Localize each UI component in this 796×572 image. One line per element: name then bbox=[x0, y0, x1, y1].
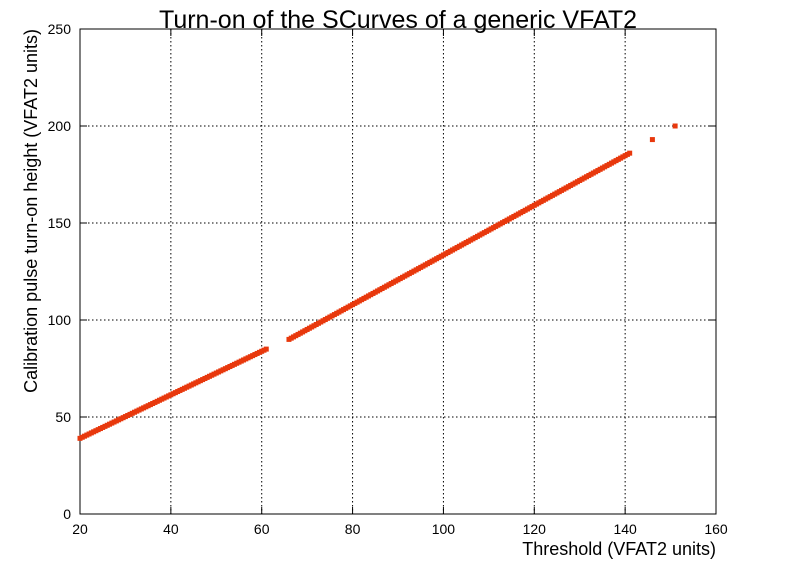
x-tick-label: 140 bbox=[613, 521, 637, 537]
x-tick-label: 60 bbox=[254, 521, 270, 537]
data-point bbox=[263, 346, 269, 352]
plot-frame bbox=[79, 28, 717, 515]
x-tick-label: 80 bbox=[345, 521, 361, 537]
x-tick-label: 160 bbox=[704, 521, 728, 537]
chart-title: Turn-on of the SCurves of a generic VFAT… bbox=[159, 6, 637, 34]
axis-ticks bbox=[79, 28, 717, 515]
tick-labels: 20 40 60 80 100 120 140 160 0 50 100 150 200 250 bbox=[48, 21, 728, 537]
grid-lines bbox=[80, 29, 716, 514]
y-tick-label: 0 bbox=[63, 506, 71, 522]
x-tick-label: 40 bbox=[163, 521, 179, 537]
x-tick-label: 20 bbox=[72, 521, 88, 537]
data-point bbox=[649, 137, 655, 143]
x-axis-label: Threshold (VFAT2 units) bbox=[522, 539, 716, 559]
y-tick-label: 150 bbox=[48, 215, 72, 231]
y-axis-label: Calibration pulse turn-on height (VFAT2 … bbox=[21, 29, 41, 393]
data-point bbox=[672, 123, 678, 129]
data-point bbox=[627, 150, 633, 156]
x-tick-label: 120 bbox=[523, 521, 547, 537]
y-tick-label: 50 bbox=[55, 409, 71, 425]
y-tick-label: 200 bbox=[48, 118, 72, 134]
x-tick-label: 100 bbox=[432, 521, 456, 537]
y-tick-label: 250 bbox=[48, 21, 72, 37]
data-points bbox=[77, 123, 678, 441]
y-tick-label: 100 bbox=[48, 312, 72, 328]
